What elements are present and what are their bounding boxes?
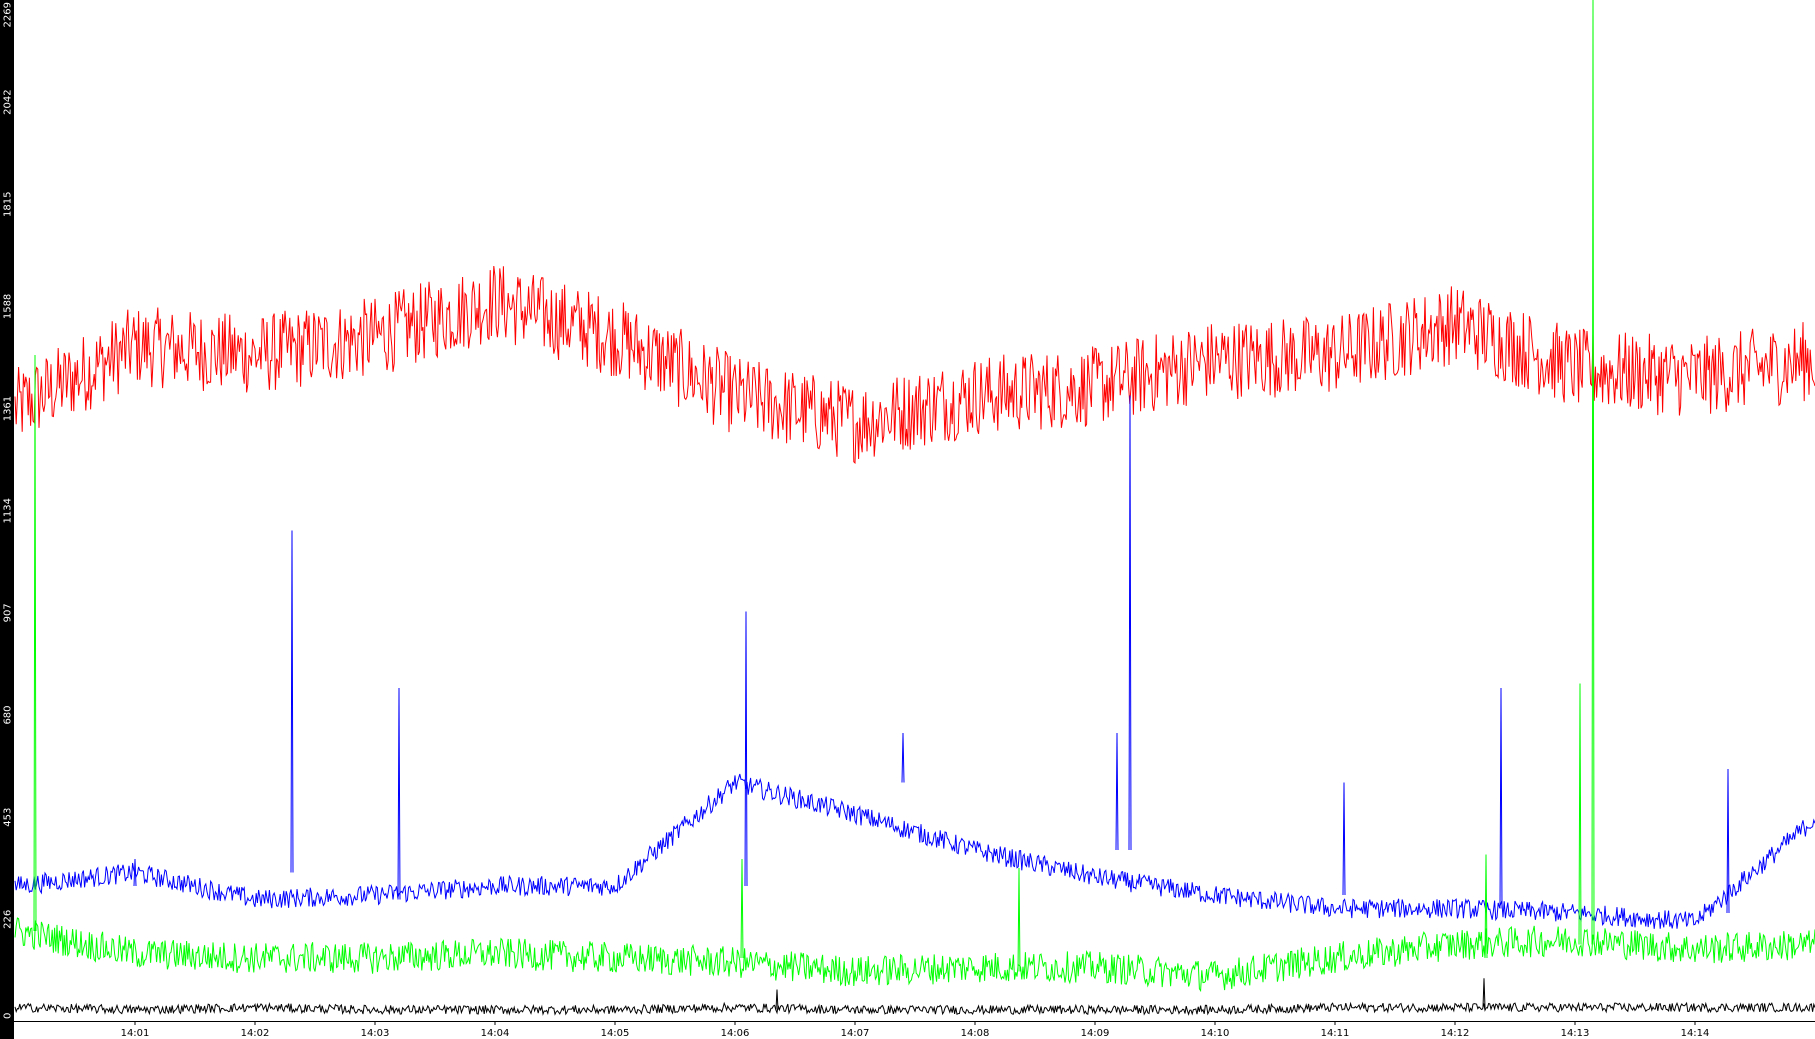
x-tick-label: 14:09	[1081, 1028, 1110, 1039]
series-spike	[33, 355, 37, 932]
series-spike	[1499, 688, 1503, 909]
series-spike	[744, 611, 748, 887]
series-line	[14, 265, 1815, 465]
x-tick-label: 14:07	[841, 1028, 870, 1039]
x-tick-label: 14:01	[121, 1028, 150, 1039]
series-spike	[1342, 782, 1346, 896]
series-spike	[901, 733, 905, 783]
y-tick-label: 2269	[3, 2, 14, 27]
series-spike	[1128, 395, 1132, 851]
y-tick-label: 226	[3, 910, 14, 929]
y-axis-bar	[0, 0, 14, 1039]
series-spike	[1484, 854, 1488, 959]
series-spike	[1591, 0, 1595, 945]
y-tick-label: 1588	[3, 294, 14, 319]
x-tick-label: 14:11	[1321, 1028, 1350, 1039]
x-tick-label: 14:12	[1441, 1028, 1470, 1039]
series-line	[14, 917, 1815, 993]
x-tick-label: 14:10	[1201, 1028, 1230, 1039]
y-tick-label: 1134	[3, 498, 14, 523]
x-tick-label: 14:02	[241, 1028, 270, 1039]
x-tick-label: 14:08	[961, 1028, 990, 1039]
series-spike	[740, 859, 744, 959]
series-layer	[14, 0, 1815, 1016]
y-tick-label: 2042	[3, 89, 14, 114]
x-tick-label: 14:14	[1681, 1028, 1710, 1039]
series-spike	[1578, 683, 1582, 945]
series-spike	[1726, 769, 1730, 914]
x-tick-label: 14:05	[601, 1028, 630, 1039]
series-spike	[1482, 978, 1486, 1008]
y-axis: 0 226 453 680 907 1134 1361 1588 1815 2042 2269	[0, 0, 14, 1039]
series-spike	[133, 858, 137, 887]
series-spike	[290, 530, 294, 873]
series-line	[14, 1001, 1815, 1016]
series-spike	[1115, 733, 1119, 851]
x-tick-label: 14:06	[721, 1028, 750, 1039]
y-tick-label: 0	[3, 1013, 14, 1019]
x-tick-label: 14:03	[361, 1028, 390, 1039]
series-spike	[775, 989, 779, 1010]
y-tick-label: 907	[3, 603, 14, 622]
x-tick-label: 14:04	[481, 1028, 510, 1039]
series-line	[14, 773, 1815, 929]
y-tick-label: 453	[3, 808, 14, 827]
y-tick-label: 1361	[3, 396, 14, 421]
series-spike	[1017, 868, 1021, 972]
x-axis: 14:01 14:02 14:03 14:04 14:05 14:06 14:07 14:08…	[14, 1021, 1815, 1039]
series-spike	[397, 688, 401, 900]
x-tick-label: 14:13	[1561, 1028, 1590, 1039]
y-tick-label: 1815	[3, 192, 14, 217]
y-tick-label: 680	[3, 705, 14, 724]
